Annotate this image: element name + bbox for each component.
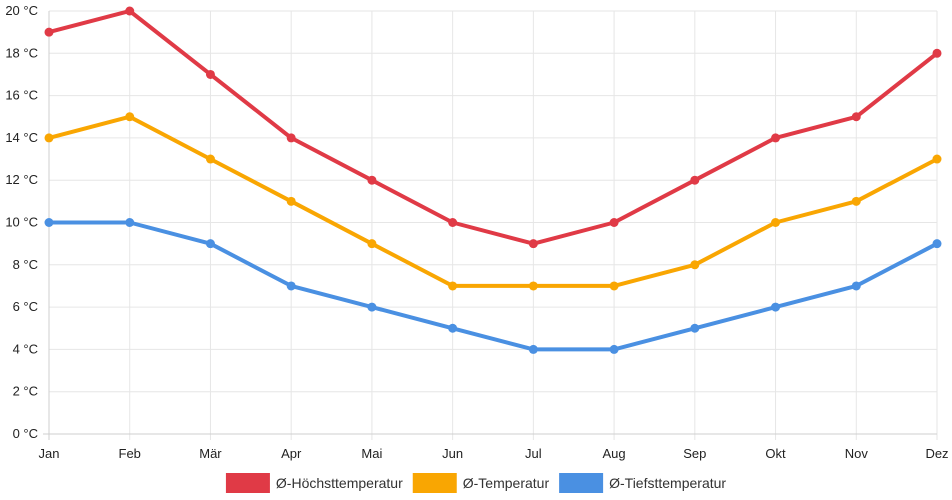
grid-lines (48, 10, 938, 440)
y-tick-label: 18 °C (5, 45, 38, 60)
series-line (47, 114, 939, 288)
data-point (205, 69, 215, 79)
y-tick-label: 14 °C (5, 130, 38, 145)
legend: Ø-Höchsttemperatur Ø-Temperatur Ø-Tiefstte… (225, 473, 726, 493)
series-line (47, 220, 939, 352)
x-tick-label: Sep (683, 446, 706, 461)
x-tick-label: Aug (603, 446, 626, 461)
data-point (448, 281, 458, 291)
data-point (367, 175, 377, 185)
x-tick-label: Mai (361, 446, 382, 461)
data-point (609, 281, 619, 291)
y-tick-label: 20 °C (5, 3, 38, 18)
series-line (47, 9, 939, 246)
data-point (528, 281, 538, 291)
data-point (44, 133, 54, 143)
data-point (448, 323, 458, 333)
data-point (690, 323, 700, 333)
data-point (286, 133, 296, 143)
data-point (851, 112, 861, 122)
legend-item[interactable]: Ø-Temperatur (412, 473, 550, 493)
data-point (771, 133, 781, 143)
legend-label: Ø-Temperatur (463, 475, 550, 491)
data-point (125, 112, 135, 122)
y-tick-label: 12 °C (5, 172, 38, 187)
x-tick-label: Nov (845, 446, 869, 461)
data-point (932, 48, 942, 58)
data-point (932, 154, 942, 164)
data-point (932, 239, 942, 249)
x-tick-label: Okt (765, 446, 786, 461)
data-point (44, 218, 54, 227)
series-group (44, 218, 942, 354)
data-point (690, 175, 700, 185)
x-tick-label: Jun (442, 446, 463, 461)
x-tick-label: Dez (925, 446, 948, 461)
y-tick-label: 8 °C (13, 257, 38, 272)
data-point (690, 260, 700, 270)
data-point (771, 218, 781, 227)
legend-label: Ø-Tiefsttemperatur (609, 475, 726, 491)
data-point (528, 344, 538, 354)
data-point (125, 218, 135, 227)
y-tick-label: 2 °C (13, 384, 38, 399)
legend-swatch (225, 473, 270, 493)
x-tick-label: Jan (39, 446, 60, 461)
legend-item[interactable]: Ø-Tiefsttemperatur (559, 473, 726, 493)
y-tick-label: 6 °C (13, 299, 38, 314)
data-point (851, 196, 861, 206)
data-point (125, 6, 135, 16)
legend-label: Ø-Höchsttemperatur (276, 475, 403, 491)
data-point (609, 218, 619, 227)
y-tick-label: 0 °C (13, 426, 38, 441)
x-tick-label: Feb (119, 446, 141, 461)
data-point (367, 239, 377, 249)
data-point (367, 302, 377, 312)
series-group (44, 6, 942, 249)
series-group (44, 112, 942, 291)
data-point (771, 302, 781, 312)
data-point (205, 239, 215, 249)
legend-swatch (559, 473, 604, 493)
data-point (448, 218, 458, 227)
data-point (286, 196, 296, 206)
legend-item[interactable]: Ø-Höchsttemperatur (225, 473, 403, 493)
x-tick-label: Jul (525, 446, 542, 461)
data-point (528, 239, 538, 249)
x-tick-label: Mär (199, 446, 222, 461)
data-point (851, 281, 861, 291)
data-point (609, 344, 619, 354)
data-point (205, 154, 215, 164)
y-tick-label: 10 °C (5, 215, 38, 230)
data-point (286, 281, 296, 291)
x-tick-label: Apr (281, 446, 302, 461)
data-point (44, 27, 54, 37)
y-tick-label: 4 °C (13, 341, 38, 356)
legend-swatch (412, 473, 457, 493)
y-tick-label: 16 °C (5, 88, 38, 103)
